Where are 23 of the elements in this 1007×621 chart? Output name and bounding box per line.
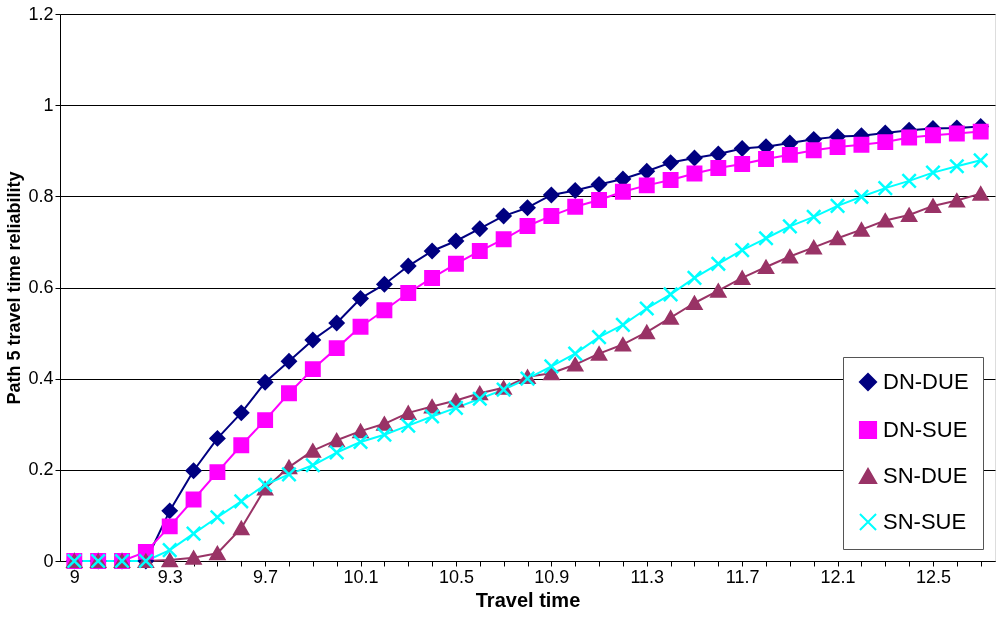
y-tick-label: 0.4: [28, 368, 54, 389]
x-tick-label: 9.7: [253, 566, 279, 587]
x-tick-label: 10.9: [534, 566, 570, 587]
y-tick-label: 1: [43, 94, 54, 115]
x-tick-label: 10.1: [343, 566, 379, 587]
x-tick-label: 9: [69, 566, 80, 587]
x-tick-label: 12.5: [915, 566, 952, 587]
x-tick-label: 9.3: [157, 566, 183, 587]
y-tick-label: 0.6: [28, 277, 54, 297]
legend-label: SN-SUE: [883, 509, 967, 534]
y-tick-label: 0: [43, 550, 54, 571]
y-tick-label: 0.2: [28, 459, 54, 480]
y-axis-title: Path 5 travel time reliability: [4, 171, 25, 405]
x-tick-label: 12.1: [820, 566, 856, 587]
legend-label: DN-DUE: [883, 369, 969, 394]
legend-label: DN-SUE: [883, 417, 968, 442]
x-axis-title: Travel time: [475, 588, 581, 611]
x-tick-label: 11.7: [725, 566, 760, 587]
x-tick-label: 10.5: [438, 566, 474, 587]
y-tick-label: 1.2: [28, 3, 54, 24]
legend-label: SN-DUE: [883, 463, 968, 488]
y-tick-label: 0.8: [28, 185, 54, 206]
x-tick-label: 11.3: [630, 566, 665, 587]
